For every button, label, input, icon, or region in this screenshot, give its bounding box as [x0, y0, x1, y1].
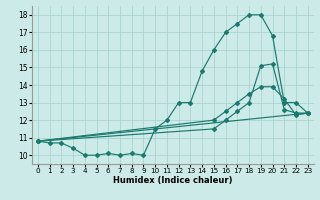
X-axis label: Humidex (Indice chaleur): Humidex (Indice chaleur) [113, 176, 233, 185]
